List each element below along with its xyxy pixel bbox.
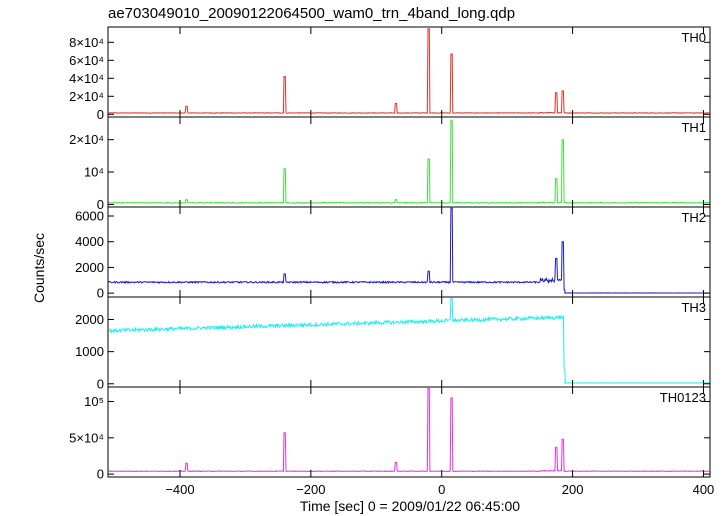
series-line-th3	[108, 298, 710, 384]
y-tick-label: 2×10⁴	[69, 89, 104, 104]
panel-frame	[107, 116, 711, 208]
panel-label: TH1	[681, 120, 706, 135]
panel-label: TH3	[681, 300, 706, 315]
series-line-th2	[108, 207, 710, 294]
panel-th2: 0 2000 4000 6000 TH2	[75, 206, 711, 301]
y-tick-label: 4000	[75, 234, 104, 249]
panel-label: TH0123	[660, 390, 706, 405]
y-tick-label: 6×10⁴	[69, 53, 104, 68]
x-tick-label: 200	[562, 482, 584, 497]
y-tick-label: 10⁴	[84, 165, 104, 180]
panel-label: TH0	[681, 30, 706, 45]
x-tick-label: −400	[165, 482, 194, 497]
series-line-th0123	[108, 388, 710, 473]
y-tick-label: 4×10⁴	[69, 71, 104, 86]
panel-th0: 0 2×10⁴ 4×10⁴ 6×10⁴ 8×10⁴ TH0	[69, 26, 711, 122]
x-axis: −400 −200 0 200 400	[165, 482, 714, 497]
panel-frame	[107, 296, 711, 388]
panel-th1: 0 10⁴ 2×10⁴ TH1	[69, 116, 711, 212]
x-tick-label: 400	[693, 482, 715, 497]
y-tick-label: 2000	[75, 260, 104, 275]
y-tick-label: 1000	[75, 344, 104, 359]
y-tick-label: 0	[97, 286, 104, 301]
panel-frame	[107, 386, 711, 478]
panel-label: TH2	[681, 210, 706, 225]
x-tick-label: 0	[438, 482, 445, 497]
y-tick-label: 0	[97, 376, 104, 391]
y-tick-label: 0	[97, 197, 104, 212]
chart-title: ae703049010_20090122064500_wam0_trn_4ban…	[108, 5, 515, 22]
y-tick-label: 2×10⁴	[69, 132, 104, 147]
panels: 0 2×10⁴ 4×10⁴ 6×10⁴ 8×10⁴ TH0 0 10⁴ 2×10⁴ TH1 0 200…	[69, 26, 711, 482]
panel-frame	[107, 26, 711, 118]
y-tick-label: 0	[97, 107, 104, 122]
series-line-th0	[108, 28, 710, 115]
y-tick-label: 6000	[75, 209, 104, 224]
y-tick-label: 2000	[75, 312, 104, 327]
panel-th0123: 0 5×10⁴ 10⁵ TH0123	[69, 386, 711, 482]
y-tick-label: 5×10⁴	[69, 430, 104, 445]
y-tick-label: 8×10⁴	[69, 35, 104, 50]
series-line-th1	[108, 119, 710, 204]
x-axis-label: Time [sec] 0 = 2009/01/22 06:45:00	[300, 498, 520, 514]
y-axis-label: Counts/sec	[31, 233, 47, 303]
y-tick-label: 0	[97, 467, 104, 482]
y-tick-label: 10⁵	[84, 394, 104, 409]
x-tick-label: −200	[296, 482, 325, 497]
panel-th3: 0 1000 2000 TH3	[75, 296, 711, 391]
